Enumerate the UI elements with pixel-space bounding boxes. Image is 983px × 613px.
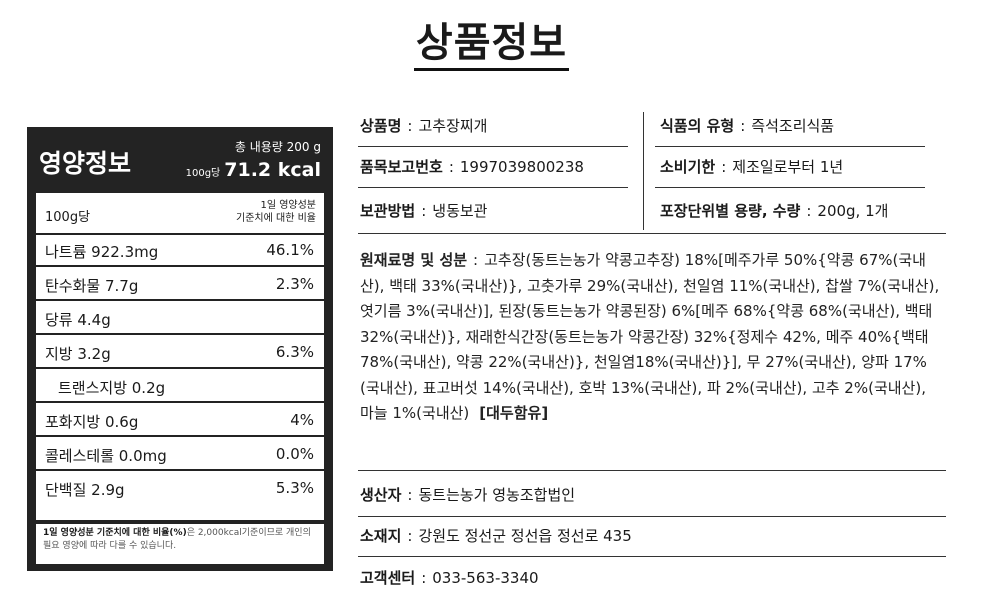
kcal-value: 71.2 kcal: [224, 159, 321, 181]
field-label: 소재지: [360, 527, 402, 545]
nutrition-table: 100g당 1일 영양성분 기준치에 대한 비율 나트륨 922.3mg 46.…: [36, 193, 324, 545]
nutrient-name: 트랜스지방 0.2g: [58, 379, 166, 397]
divider: [655, 187, 925, 188]
report-number-field: 품목보고번호:1997039800238: [360, 158, 584, 176]
field-label: 품목보고번호: [360, 158, 443, 176]
footnote-bold: 1일 영양성분 기준치에 대한 비율(%): [43, 528, 187, 538]
ingredients-value: 고추장(동트는농가 약콩고추장) 18%[메주가루 50%{약콩 67%(국내산…: [360, 251, 940, 422]
divider: [358, 146, 628, 147]
package-field: 포장단위별 용량, 수량:200g, 1개: [660, 202, 889, 220]
field-value: 동트는농가 영농조합법인: [418, 486, 576, 504]
nutrient-percent: 2.3%: [275, 275, 314, 293]
field-value: 즉석조리식품: [751, 117, 835, 135]
nutrition-basis-row: 100g당 1일 영양성분 기준치에 대한 비율: [36, 193, 324, 235]
nutrition-header: 영양정보 총 내용량 200 g 100g당 71.2 kcal: [27, 127, 333, 193]
nutrient-row: 지방 3.2g 6.3%: [36, 335, 324, 369]
nutrient-name: 당류 4.4g: [45, 311, 111, 329]
nutrient-row: 단백질 2.9g 5.3%: [36, 471, 324, 505]
nutrition-panel: 영양정보 총 내용량 200 g 100g당 71.2 kcal 100g당 1일…: [27, 127, 333, 571]
nutrient-name: 포화지방 0.6g: [45, 413, 139, 431]
product-info: 상품명: 고추장찌개 식품의 유형: 즉석조리식품 품목보고번호:199703980…: [355, 100, 955, 610]
nutrient-percent: 0.0%: [275, 445, 314, 463]
total-weight: 총 내용량 200 g: [234, 140, 321, 154]
nutrient-row: 나트륨 922.3mg 46.1%: [36, 233, 324, 267]
producer-field: 생산자: 동트는농가 영농조합법인: [360, 486, 576, 504]
contact-field: 고객센터:033-563-3340: [360, 569, 539, 587]
field-value: 033-563-3340: [432, 569, 539, 587]
food-type-field: 식품의 유형: 즉석조리식품: [660, 117, 835, 135]
divider: [358, 233, 946, 234]
field-value: 강원도 정선군 정선읍 정선로 435: [418, 527, 632, 545]
footnote-rest: 은 2,000kcal기준이므로 개인의 필요 영양에 따라 다를 수 있습니다…: [43, 528, 311, 551]
basis-ref-line1: 1일 영양성분: [260, 200, 316, 211]
nutrition-title: 영양정보: [39, 149, 132, 178]
allergen-note: [대두함유]: [479, 404, 549, 422]
page-title: 상품정보: [0, 10, 983, 71]
expiry-field: 소비기한: 제조일로부터 1년: [660, 158, 844, 176]
nutrient-name: 나트륨 922.3mg: [45, 243, 159, 261]
basis-ref-line2: 기준치에 대한 비율: [236, 213, 316, 224]
nutrition-footnote: 1일 영양성분 기준치에 대한 비율(%)은 2,000kcal기준이므로 개인…: [36, 520, 324, 564]
ingredients-field: 원재료명 및 성분: 고추장(동트는농가 약콩고추장) 18%[메주가루 50%{…: [360, 251, 940, 422]
field-value: 제조일로부터 1년: [732, 158, 844, 176]
nutrient-row: 트랜스지방 0.2g: [36, 369, 324, 403]
field-label: 생산자: [360, 486, 402, 504]
nutrient-row: 탄수화물 7.7g 2.3%: [36, 267, 324, 301]
nutrient-name: 탄수화물 7.7g: [45, 277, 139, 295]
nutrient-percent: 4%: [290, 411, 314, 429]
field-value: 200g, 1개: [817, 202, 889, 220]
field-label: 식품의 유형: [660, 117, 735, 135]
field-label: 소비기한: [660, 158, 716, 176]
divider: [358, 187, 628, 188]
nutrient-name: 콜레스테롤 0.0mg: [45, 447, 167, 465]
nutrient-name: 단백질 2.9g: [45, 481, 125, 499]
field-value: 1997039800238: [459, 158, 584, 176]
divider: [358, 556, 946, 557]
divider: [358, 470, 946, 471]
nutrient-percent: 46.1%: [266, 241, 314, 259]
field-label: 포장단위별 용량, 수량: [660, 202, 801, 220]
nutrient-row: 당류 4.4g: [36, 301, 324, 335]
basis-reference: 1일 영양성분 기준치에 대한 비율: [236, 199, 316, 225]
kcal-readout: 100g당 71.2 kcal: [186, 159, 321, 181]
nutrient-percent: 6.3%: [275, 343, 314, 361]
field-label: 고객센터: [360, 569, 416, 587]
nutrient-percent: 5.3%: [275, 479, 314, 497]
divider: [358, 516, 946, 517]
field-label: 상품명: [360, 117, 402, 135]
divider: [655, 146, 925, 147]
field-label: 원재료명 및 성분: [360, 251, 468, 269]
field-label: 보관방법: [360, 202, 416, 220]
basis-amount: 100g당: [45, 210, 91, 225]
column-divider: [643, 112, 644, 230]
address-field: 소재지: 강원도 정선군 정선읍 정선로 435: [360, 527, 632, 545]
nutrient-row: 콜레스테롤 0.0mg 0.0%: [36, 437, 324, 471]
field-value: 고추장찌개: [418, 117, 488, 135]
nutrient-row: 포화지방 0.6g 4%: [36, 403, 324, 437]
storage-field: 보관방법: 냉동보관: [360, 202, 488, 220]
kcal-per-label: 100g당: [185, 168, 221, 179]
product-name-field: 상품명: 고추장찌개: [360, 117, 488, 135]
nutrient-name: 지방 3.2g: [45, 345, 111, 363]
field-value: 냉동보관: [432, 202, 488, 220]
